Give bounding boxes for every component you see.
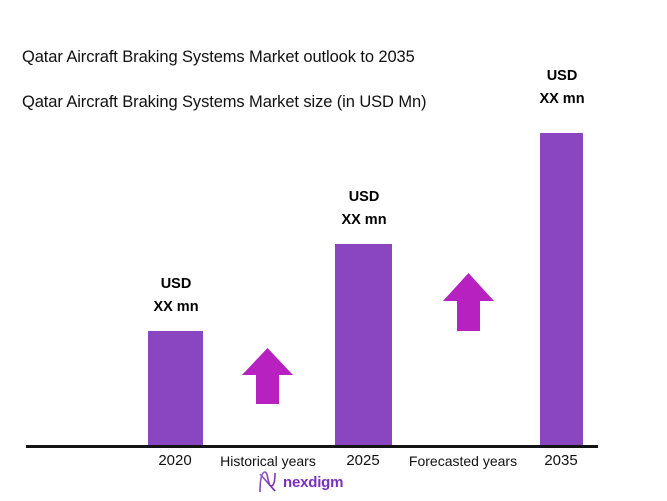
bar-label-2035-line1: USD [546,68,578,84]
wave-n-icon [259,471,276,493]
bar-label-2025-line1: USD [348,189,380,205]
x-tick-2025: 2025 [346,452,380,469]
x-axis-line [26,445,598,448]
bar-label-2035: USD XX mn [520,65,604,111]
bar-label-2035-line2: XX mn [539,91,585,108]
bar-label-2020-line2: XX mn [153,299,199,316]
bar-2025 [335,244,392,447]
bar-label-2025-line2: XX mn [341,212,387,229]
period-label-forecasted: Forecasted years [408,453,518,469]
up-arrow-icon [242,348,293,404]
x-tick-2020: 2020 [158,452,192,469]
x-tick-2035: 2035 [544,452,578,469]
bar-2020 [148,331,203,447]
bar-2035 [540,133,583,447]
page-subtitle: Qatar Aircraft Braking Systems Market si… [22,93,427,111]
growth-arrow-forecasted [443,273,494,331]
bar-label-2020-line1: USD [160,276,192,292]
up-arrow-icon [443,273,494,331]
logo-text: nexdigm [283,473,344,491]
period-label-historical: Historical years [220,453,316,469]
bar-label-2025: USD XX mn [322,186,406,232]
growth-arrow-historical [242,348,293,404]
nexdigm-logo: nexdigm [257,470,343,494]
page-title: Qatar Aircraft Braking Systems Market ou… [22,48,415,66]
bar-label-2020: USD XX mn [134,273,218,319]
